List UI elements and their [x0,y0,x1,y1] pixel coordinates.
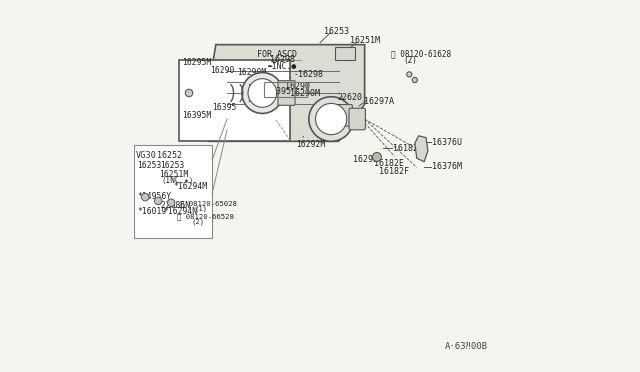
Bar [335,46,355,60]
FancyBboxPatch shape [278,81,295,105]
Text: ➨INC.●: ➨INC.● [268,62,297,71]
Text: 16253: 16253 [137,161,161,170]
Circle shape [412,77,417,83]
Text: 16290M: 16290M [291,89,320,98]
Text: 16297A: 16297A [364,97,394,106]
Polygon shape [209,45,365,141]
Circle shape [406,72,412,77]
Circle shape [248,79,276,108]
Text: (1): (1) [195,206,207,212]
Text: *16294N: *16294N [163,207,197,216]
Text: 16251M: 16251M [159,170,189,179]
Text: 16182F: 16182F [379,167,409,176]
Text: 16290: 16290 [285,82,310,91]
Text: VG30: VG30 [136,151,157,160]
Circle shape [316,103,347,135]
Bar [134,145,212,238]
Text: FOR ASCD: FOR ASCD [257,50,297,59]
Text: Ⓑ 08120-66528: Ⓑ 08120-66528 [177,213,234,220]
Text: 22620: 22620 [338,93,363,102]
Circle shape [186,89,193,97]
Text: 16253: 16253 [324,27,349,36]
Text: 16182E: 16182E [374,159,404,168]
Text: 16293: 16293 [353,155,378,164]
Circle shape [168,199,175,206]
Text: *22686N: *22686N [156,201,191,210]
Text: ⟨INC.★⟩: ⟨INC.★⟩ [162,176,195,185]
Bar [179,60,291,141]
Text: Ⓑ 08120-61628: Ⓑ 08120-61628 [390,49,451,58]
Text: 16376U: 16376U [431,138,461,147]
Text: 16251M: 16251M [349,36,380,45]
Text: 16290: 16290 [211,66,235,75]
Text: (2): (2) [404,56,417,65]
Circle shape [372,153,381,161]
Circle shape [309,97,353,141]
Text: 16252: 16252 [157,151,182,160]
Text: 16298: 16298 [270,55,295,64]
FancyBboxPatch shape [349,108,365,130]
Text: 16395M: 16395M [182,111,212,120]
Text: 16290M: 16290M [237,68,267,77]
Text: *16294M: *16294M [173,182,207,191]
Text: 16295M: 16295M [182,58,212,67]
Text: Ⓑ 08120-65028: Ⓑ 08120-65028 [180,201,237,207]
Text: 16395: 16395 [212,103,237,112]
Text: *14956Y: *14956Y [137,192,171,201]
FancyBboxPatch shape [336,105,353,126]
Text: 16395: 16395 [266,87,291,96]
Text: 16298: 16298 [298,70,323,79]
Text: 16376M: 16376M [431,162,461,171]
Circle shape [242,73,283,113]
Circle shape [141,193,149,201]
Text: (2): (2) [191,218,205,225]
Text: 16292M: 16292M [296,140,325,149]
Text: A·63⁈00B: A·63⁈00B [445,342,488,351]
Circle shape [154,197,162,205]
Bar [264,82,307,97]
Text: *16019: *16019 [137,207,166,216]
Text: 16182N: 16182N [392,144,422,153]
Text: 16253: 16253 [160,161,184,170]
Polygon shape [415,136,428,162]
